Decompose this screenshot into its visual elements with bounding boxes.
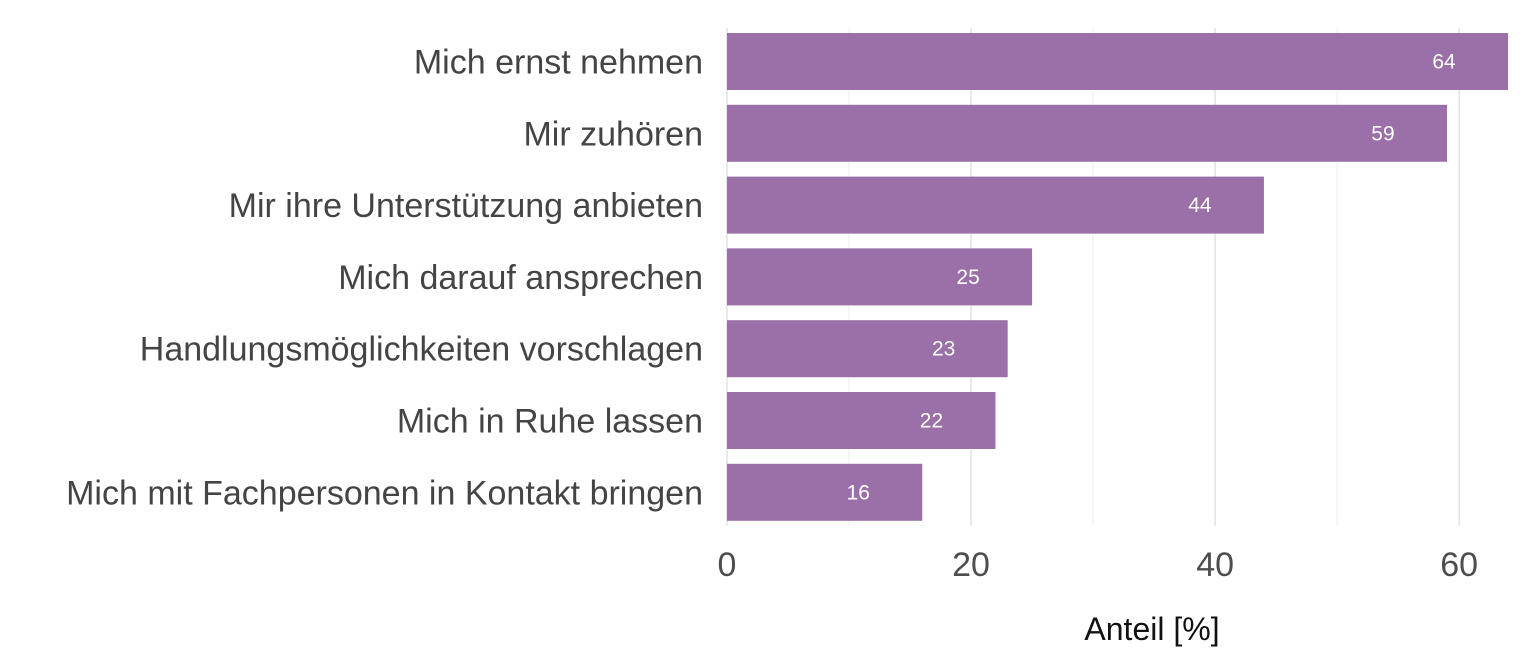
bar xyxy=(727,33,1508,90)
bar xyxy=(727,392,996,449)
bar-value-label: 23 xyxy=(932,338,955,361)
x-tick-label: 40 xyxy=(1196,546,1234,584)
bar-value-label: 44 xyxy=(1188,194,1212,217)
bar xyxy=(727,176,1264,234)
category-label: Mich mit Fachpersonen in Kontakt bringen xyxy=(66,474,703,512)
bar-value-label: 64 xyxy=(1432,51,1456,74)
bar-value-label: 59 xyxy=(1371,122,1394,145)
category-label: Mir zuhören xyxy=(523,115,703,153)
x-axis-ticks: 0 20 40 60 xyxy=(718,546,1479,584)
bar xyxy=(727,320,1008,378)
x-axis-title: Anteil [%] xyxy=(1084,611,1219,647)
bar xyxy=(727,463,923,521)
bar-value-label: 25 xyxy=(956,266,979,289)
bar xyxy=(727,104,1447,162)
category-label: Mich darauf ansprechen xyxy=(338,259,703,297)
x-tick-label: 0 xyxy=(718,546,737,584)
bars: 64 59 44 25 23 22 16 xyxy=(727,33,1508,521)
bar xyxy=(727,248,1033,306)
x-tick-label: 60 xyxy=(1440,546,1478,584)
x-tick-label: 20 xyxy=(952,546,990,584)
category-label: Mich ernst nehmen xyxy=(414,44,703,82)
bar-value-label: 22 xyxy=(920,410,943,433)
category-label: Handlungsmöglichkeiten vorschlagen xyxy=(140,331,703,369)
category-labels: Mich ernst nehmen Mir zuhören Mir ihre Unt… xyxy=(66,44,703,513)
bar-value-label: 16 xyxy=(847,481,870,504)
category-label: Mir ihre Unterstützung anbieten xyxy=(229,187,703,225)
category-label: Mich in Ruhe lassen xyxy=(397,403,703,441)
